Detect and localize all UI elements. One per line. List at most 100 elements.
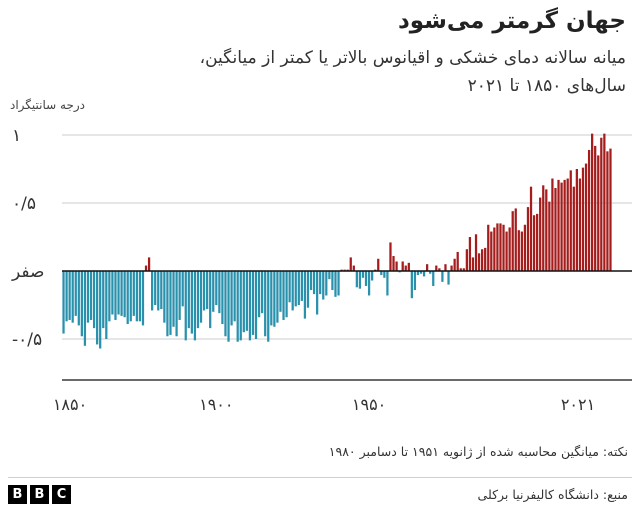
bar — [487, 224, 490, 271]
bar — [169, 271, 172, 335]
bar — [102, 271, 105, 329]
bar — [584, 163, 588, 271]
bar — [389, 242, 392, 271]
bar — [303, 271, 307, 319]
bar — [267, 271, 270, 342]
bar — [477, 253, 481, 271]
bar — [581, 167, 585, 271]
bar — [233, 271, 236, 322]
bar — [325, 271, 328, 296]
bar — [68, 271, 71, 320]
bar — [117, 271, 120, 315]
footer-divider — [8, 477, 632, 478]
bar — [367, 271, 371, 296]
bar — [416, 271, 420, 276]
bar — [322, 271, 325, 300]
bar — [450, 265, 453, 271]
bar — [144, 265, 148, 271]
bar — [410, 271, 413, 299]
bar — [312, 271, 316, 295]
bar — [285, 271, 288, 318]
bar — [297, 271, 300, 305]
bar — [83, 271, 87, 346]
bar — [542, 185, 545, 271]
bar — [334, 271, 337, 297]
bar — [212, 271, 215, 312]
bar — [520, 231, 523, 271]
bar — [557, 179, 560, 271]
chart-title: جهان گرمتر می‌شود — [397, 8, 626, 34]
bar — [89, 271, 93, 320]
bar — [108, 271, 111, 322]
bar — [386, 271, 389, 296]
bar — [282, 271, 285, 320]
bar — [432, 271, 435, 286]
chart-note: نکته: میانگین محاسبه شده از ژانویه ۱۹۵۱ … — [328, 444, 628, 459]
bar — [316, 271, 319, 315]
bar — [508, 227, 511, 271]
bar — [606, 151, 609, 271]
bar — [380, 271, 383, 276]
bar — [279, 271, 282, 312]
axis-layer — [62, 270, 632, 381]
bar — [392, 256, 395, 271]
bar — [175, 271, 178, 337]
y-axis-unit-label: درجه سانتیگراد — [10, 98, 86, 112]
bar — [444, 264, 447, 271]
bar — [419, 271, 423, 274]
bar — [465, 249, 468, 271]
bar — [517, 230, 520, 271]
bar — [163, 271, 166, 323]
bar — [319, 271, 322, 295]
bar — [438, 268, 441, 271]
bar — [184, 271, 187, 341]
bar — [377, 258, 380, 271]
bar-layer — [62, 133, 612, 349]
bar — [288, 271, 291, 303]
bar — [270, 271, 273, 326]
bar — [600, 137, 603, 271]
bar — [447, 271, 450, 285]
bar — [529, 186, 533, 271]
bar — [126, 271, 129, 325]
bar — [456, 251, 459, 271]
bar — [74, 271, 77, 316]
bar — [484, 247, 487, 271]
bar — [239, 271, 242, 341]
x-tick-label: ۱۹۵۰ — [352, 395, 386, 414]
bar — [337, 271, 340, 296]
bar — [563, 179, 566, 271]
bar — [309, 271, 313, 291]
y-tick-label: ۰/۵ — [12, 194, 36, 214]
bar — [251, 271, 255, 335]
bar — [468, 237, 472, 271]
bar — [221, 271, 224, 325]
bar — [331, 271, 334, 291]
bar — [261, 271, 264, 314]
bar — [129, 271, 132, 322]
bbc-logo-letter: C — [52, 485, 71, 504]
x-tick-label: ۲۰۲۱ — [561, 395, 595, 414]
bar — [532, 215, 536, 271]
bar — [77, 271, 80, 326]
bar — [578, 178, 582, 271]
y-tick-label: -۰/۵ — [12, 330, 42, 350]
bar — [71, 271, 74, 323]
bar — [474, 234, 478, 271]
bar — [361, 271, 365, 278]
bar — [123, 271, 126, 318]
bar — [132, 271, 135, 316]
bar — [499, 223, 502, 271]
bar — [548, 201, 551, 271]
bar — [355, 271, 358, 288]
bar — [591, 133, 594, 271]
bar — [471, 257, 475, 271]
bar — [120, 271, 123, 316]
bar — [493, 227, 496, 271]
bar — [496, 223, 499, 271]
bar — [215, 271, 218, 305]
bar — [523, 224, 527, 271]
bar — [413, 271, 417, 291]
bar — [193, 271, 197, 341]
bar — [490, 231, 493, 271]
